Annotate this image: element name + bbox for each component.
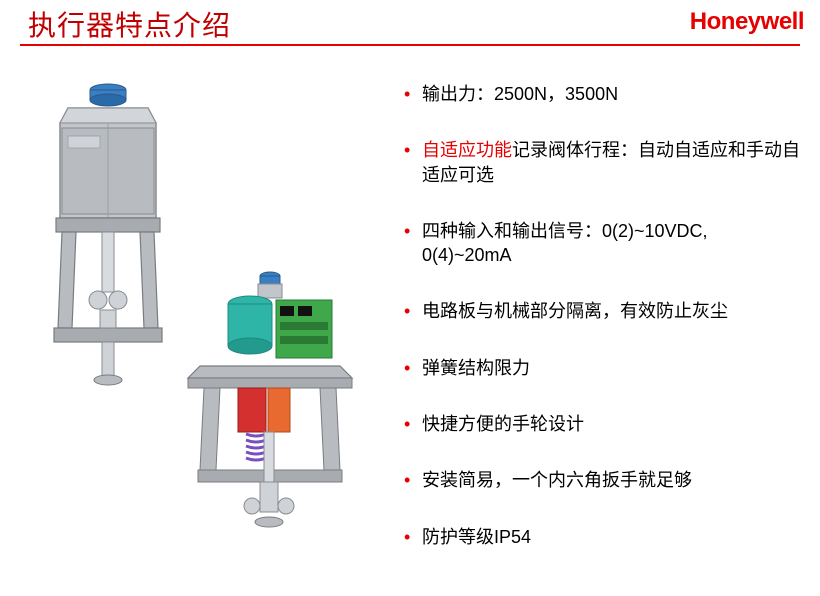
bullet-text: 四种输入和输出信号：0(2)~10VDC, 0(4)~20mA [422,221,708,265]
image-area [0,60,390,596]
bullet-list: 输出力：2500N，3500N 自适应功能记录阀体行程：自动自适应和手动自适应可… [402,82,800,549]
bullet-text: 弹簧结构限力 [422,358,530,378]
bullet-highlight: 自适应功能 [422,140,512,160]
bullet-text: 电路板与机械部分隔离，有效防止灰尘 [422,301,728,321]
bullet-item: 弹簧结构限力 [402,356,800,380]
bullet-item: 安装简易，一个内六角扳手就足够 [402,468,800,492]
brand-logo: Honeywell [690,8,804,36]
bullet-item: 自适应功能记录阀体行程：自动自适应和手动自适应可选 [402,138,800,187]
bullet-item: 四种输入和输出信号：0(2)~10VDC, 0(4)~20mA [402,219,800,268]
bullet-item: 防护等级IP54 [402,525,800,549]
slide-header: 执行器特点介绍 Honeywell [0,0,820,50]
bullet-item: 快捷方便的手轮设计 [402,412,800,436]
bullet-text: 防护等级IP54 [422,527,531,547]
slide-content: 输出力：2500N，3500N 自适应功能记录阀体行程：自动自适应和手动自适应可… [0,60,820,596]
bullet-item: 输出力：2500N，3500N [402,82,800,106]
header-underline [20,44,800,46]
actuator-exterior-illustration [28,78,188,388]
bullet-text: 安装简易，一个内六角扳手就足够 [422,470,692,490]
feature-bullets: 输出力：2500N，3500N 自适应功能记录阀体行程：自动自适应和手动自适应可… [390,60,820,596]
slide-title: 执行器特点介绍 [28,4,231,44]
actuator-cutaway-illustration [180,270,370,530]
bullet-item: 电路板与机械部分隔离，有效防止灰尘 [402,299,800,323]
bullet-text: 输出力：2500N，3500N [422,84,618,104]
bullet-text: 快捷方便的手轮设计 [422,414,584,434]
